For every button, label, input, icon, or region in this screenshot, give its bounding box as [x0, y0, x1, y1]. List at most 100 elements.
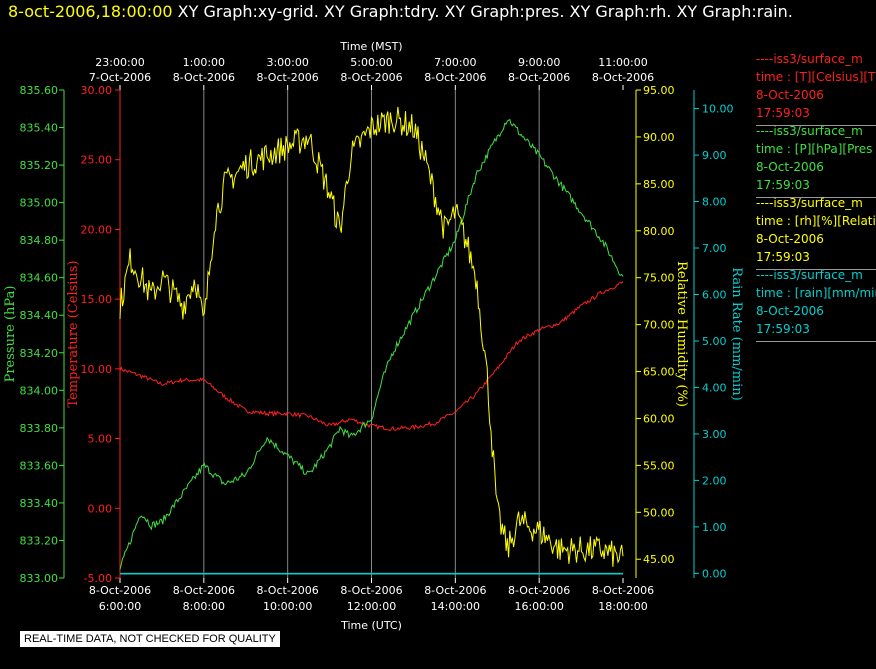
x-tick-label-date: 8-Oct-2006 [508, 584, 570, 597]
current-time: 8-oct-2006,18:00:00 [8, 2, 173, 21]
temperature-axis-tick-label: 30.00 [81, 84, 113, 97]
legend-date: 8-Oct-2006 [756, 88, 824, 102]
temperature-axis-tick-label: -5.00 [84, 572, 112, 585]
x-top-tick-label-date: 7-Oct-2006 [89, 71, 151, 84]
pressure-axis-tick-label: 834.60 [20, 272, 59, 285]
humidity-axis-tick-label: 45.00 [643, 553, 675, 566]
humidity-axis-tick-label: 65.00 [643, 366, 675, 379]
pressure-axis-tick-label: 833.00 [20, 572, 59, 585]
x-top-tick-label-date: 8-Oct-2006 [257, 71, 319, 84]
legend-series: ----iss3/surface_m [756, 124, 863, 138]
legend-series: ----iss3/surface_m [756, 52, 863, 66]
x-tick-label-time: 12:00:00 [347, 600, 396, 613]
series-line-humidity [119, 106, 624, 567]
x-top-tick-label-time: 23:00:00 [95, 56, 144, 69]
x-axis-top-title: Time (MST) [339, 40, 402, 53]
humidity-axis-tick-label: 50.00 [643, 506, 675, 519]
x-top-tick-label-date: 8-Oct-2006 [592, 71, 654, 84]
humidity-axis-tick-label: 55.00 [643, 459, 675, 472]
rain-axis-tick-label: 8.00 [702, 196, 727, 209]
series-line-pressure [119, 118, 624, 570]
temperature-axis-tick-label: 15.00 [81, 293, 113, 306]
pressure-axis-tick-label: 833.80 [20, 422, 59, 435]
rain-axis-tick-label: 9.00 [702, 149, 727, 162]
legend-time: 17:59:03 [756, 322, 810, 336]
legend-variable: time : [rain][mm/min [756, 286, 876, 300]
pressure-axis-tick-label: 835.20 [20, 159, 59, 172]
rain-axis-tick-label: 3.00 [702, 428, 727, 441]
legend-variable: time : [rh][%][Relativ [756, 214, 876, 228]
x-tick-label-time: 18:00:00 [598, 600, 647, 613]
window-header: 8-oct-2006,18:00:00 XY Graph:xy-grid. XY… [8, 2, 793, 21]
pressure-axis-tick-label: 834.80 [20, 234, 59, 247]
x-top-tick-label-date: 8-Oct-2006 [508, 71, 570, 84]
temperature-axis-tick-label: 25.00 [81, 154, 113, 167]
x-axis-bottom-title: Time (UTC) [340, 619, 402, 632]
pressure-axis-tick-label: 834.00 [20, 384, 59, 397]
x-tick-label-date: 8-Oct-2006 [340, 584, 402, 597]
pressure-axis-tick-label: 833.60 [20, 459, 59, 472]
x-top-tick-label-time: 11:00:00 [598, 56, 647, 69]
humidity-axis-tick-label: 95.00 [643, 84, 675, 97]
rain-axis-tick-label: 7.00 [702, 242, 727, 255]
temperature-axis-tick-label: 10.00 [81, 363, 113, 376]
legend-time: 17:59:03 [756, 178, 810, 192]
x-tick-label-date: 8-Oct-2006 [424, 584, 486, 597]
temperature-axis-tick-label: 0.00 [88, 502, 113, 515]
legend-variable: time : [P][hPa][Pres [756, 142, 873, 156]
x-top-tick-label-time: 3:00:00 [266, 56, 308, 69]
x-top-tick-label-time: 1:00:00 [183, 56, 225, 69]
x-top-tick-label-time: 5:00:00 [350, 56, 392, 69]
rain-axis-tick-label: 2.00 [702, 474, 727, 487]
x-tick-label-time: 6:00:00 [99, 600, 141, 613]
x-tick-label-date: 8-Oct-2006 [257, 584, 319, 597]
legend-date: 8-Oct-2006 [756, 304, 824, 318]
legend-date: 8-Oct-2006 [756, 232, 824, 246]
legend-variable: time : [T][Celsius][T [756, 70, 876, 84]
x-tick-label-time: 8:00:00 [183, 600, 225, 613]
series-line-temperature [119, 281, 624, 432]
rain-axis-title: Rain Rate (mm/min) [729, 267, 744, 400]
x-tick-label-date: 8-Oct-2006 [592, 584, 654, 597]
legend-series: ----iss3/surface_m [756, 268, 863, 282]
legend-temperature[interactable]: ----iss3/surface_m time : [T][Celsius][T… [756, 50, 876, 126]
x-tick-label-time: 14:00:00 [431, 600, 480, 613]
x-top-tick-label-date: 8-Oct-2006 [424, 71, 486, 84]
legend-rain[interactable]: ----iss3/surface_m time : [rain][mm/min … [756, 266, 876, 342]
rain-axis-tick-label: 6.00 [702, 288, 727, 301]
legend-series: ----iss3/surface_m [756, 196, 863, 210]
rain-axis-tick-label: 4.00 [702, 381, 727, 394]
rain-axis-tick-label: 5.00 [702, 335, 727, 348]
legend-time: 17:59:03 [756, 106, 810, 120]
graph-titles: XY Graph:xy-grid. XY Graph:tdry. XY Grap… [177, 2, 793, 21]
legend-date: 8-Oct-2006 [756, 160, 824, 174]
pressure-axis-tick-label: 833.40 [20, 497, 59, 510]
legend-time: 17:59:03 [756, 250, 810, 264]
humidity-axis-title: Relative Humidity (%) [674, 261, 689, 407]
humidity-axis-tick-label: 90.00 [643, 131, 675, 144]
rain-axis-tick-label: 1.00 [702, 521, 727, 534]
x-tick-label-date: 8-Oct-2006 [173, 584, 235, 597]
pressure-axis-title: Pressure (hPa) [3, 286, 18, 383]
humidity-axis-tick-label: 70.00 [643, 319, 675, 332]
humidity-axis-tick-label: 60.00 [643, 412, 675, 425]
pressure-axis-tick-label: 835.60 [20, 84, 59, 97]
quality-notice: REAL-TIME DATA, NOT CHECKED FOR QUALITY [20, 631, 280, 647]
pressure-axis-tick-label: 835.00 [20, 197, 59, 210]
x-tick-label-time: 16:00:00 [514, 600, 563, 613]
pressure-axis-tick-label: 835.40 [20, 122, 59, 135]
x-tick-label-date: 8-Oct-2006 [89, 584, 151, 597]
legend-pressure[interactable]: ----iss3/surface_m time : [P][hPa][Pres … [756, 122, 876, 198]
rain-axis-tick-label: 0.00 [702, 567, 727, 580]
legend-humidity[interactable]: ----iss3/surface_m time : [rh][%][Relati… [756, 194, 876, 270]
humidity-axis-tick-label: 75.00 [643, 272, 675, 285]
x-top-tick-label-date: 8-Oct-2006 [340, 71, 402, 84]
temperature-axis-title: Temperature (Celsius) [66, 260, 81, 407]
x-top-tick-label-time: 9:00:00 [518, 56, 560, 69]
x-top-tick-label-time: 7:00:00 [434, 56, 476, 69]
pressure-axis-tick-label: 834.40 [20, 309, 59, 322]
rain-axis-tick-label: 10.00 [702, 103, 734, 116]
pressure-axis-tick-label: 834.20 [20, 347, 59, 360]
humidity-axis-tick-label: 80.00 [643, 225, 675, 238]
